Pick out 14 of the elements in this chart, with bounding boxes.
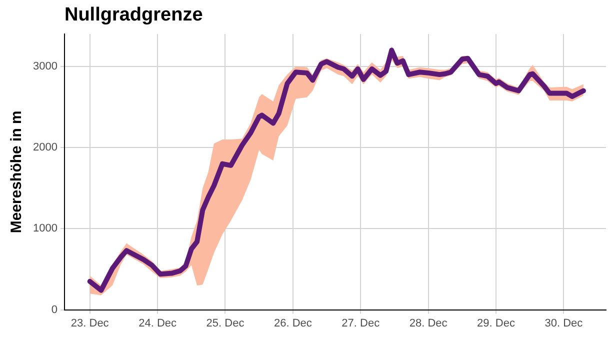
x-tick-label: 26. Dec bbox=[274, 317, 312, 330]
y-tick-label: 1000 bbox=[32, 222, 58, 235]
x-tick-label: 30. Dec bbox=[544, 317, 584, 330]
x-tick-label: 27. Dec bbox=[342, 317, 380, 330]
x-tick-label: 28. Dec bbox=[409, 317, 448, 330]
chart-title: Nullgradgrenze bbox=[64, 4, 203, 26]
y-axis-title: Meereshöhe in m bbox=[8, 110, 26, 234]
x-tick-label: 23. Dec bbox=[70, 317, 110, 330]
y-tick-label: 3000 bbox=[32, 60, 58, 72]
x-tick-label: 25. Dec bbox=[206, 317, 245, 330]
y-tick-label: 2000 bbox=[32, 142, 58, 154]
y-tick-label: 0 bbox=[51, 304, 58, 316]
x-tick-label: 24. Dec bbox=[138, 317, 177, 330]
x-tick-label: 29. Dec bbox=[477, 317, 516, 330]
